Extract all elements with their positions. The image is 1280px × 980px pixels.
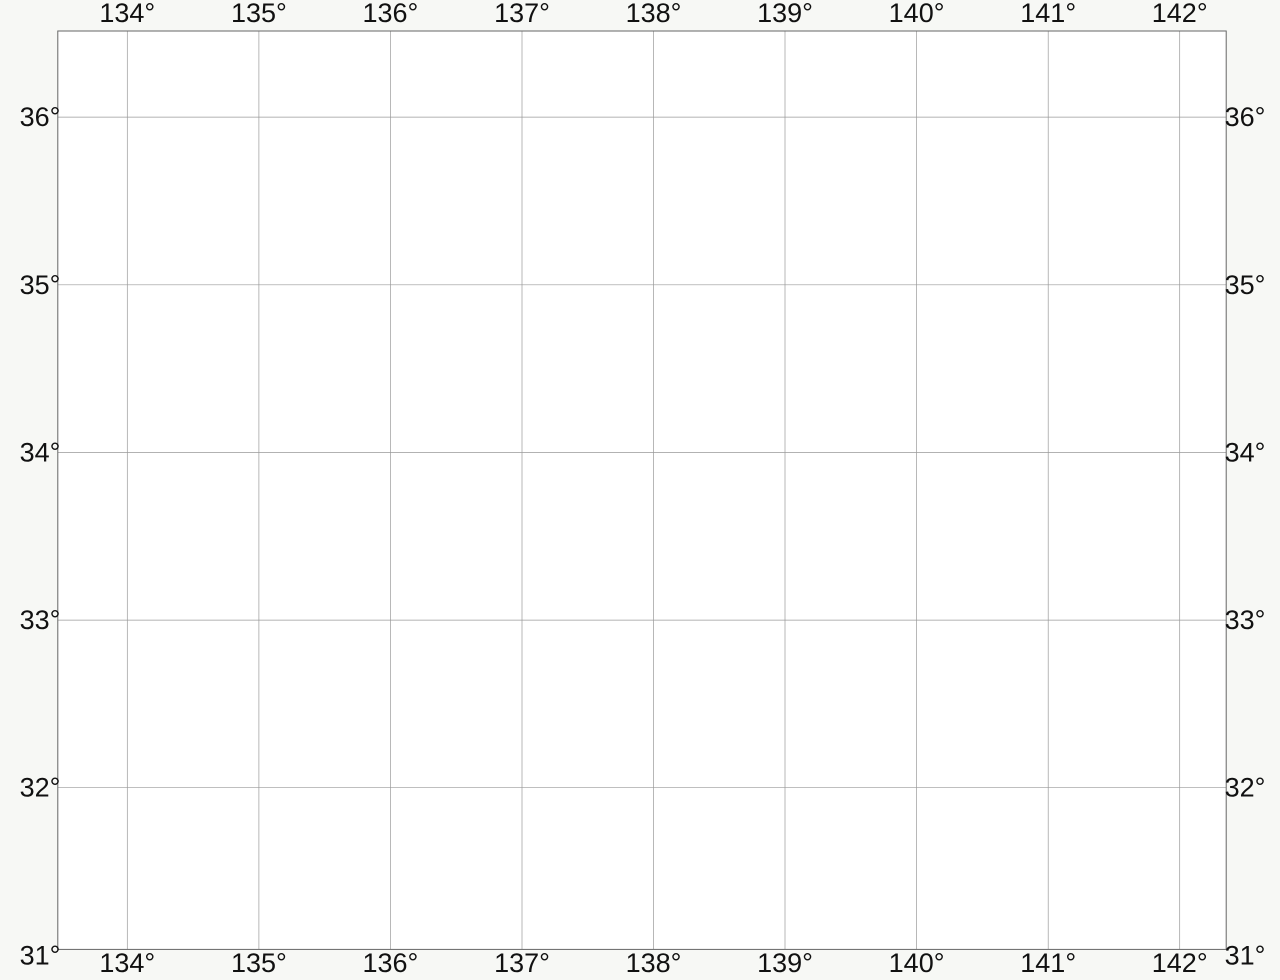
svg-text:36°: 36° [20, 102, 61, 132]
svg-text:142°: 142° [1152, 948, 1208, 978]
svg-text:34°: 34° [20, 437, 61, 467]
svg-text:34°: 34° [1225, 437, 1266, 467]
svg-text:35°: 35° [1225, 270, 1266, 300]
svg-text:141°: 141° [1020, 0, 1076, 28]
svg-text:138°: 138° [626, 0, 682, 28]
svg-text:32°: 32° [20, 773, 61, 803]
svg-text:134°: 134° [99, 0, 155, 28]
svg-text:35°: 35° [20, 270, 61, 300]
svg-text:136°: 136° [362, 948, 418, 978]
svg-text:139°: 139° [757, 0, 813, 28]
svg-text:142°: 142° [1152, 0, 1208, 28]
svg-text:138°: 138° [626, 948, 682, 978]
svg-text:36°: 36° [1225, 102, 1266, 132]
svg-text:32°: 32° [1225, 773, 1266, 803]
svg-text:134°: 134° [99, 948, 155, 978]
svg-text:136°: 136° [362, 0, 418, 28]
svg-text:140°: 140° [889, 0, 945, 28]
svg-text:140°: 140° [889, 948, 945, 978]
svg-text:137°: 137° [494, 948, 550, 978]
svg-text:31°: 31° [1225, 940, 1266, 970]
svg-text:141°: 141° [1020, 948, 1076, 978]
svg-text:135°: 135° [231, 0, 287, 28]
svg-text:139°: 139° [757, 948, 813, 978]
svg-text:33°: 33° [20, 605, 61, 635]
svg-text:33°: 33° [1225, 605, 1266, 635]
svg-text:31°: 31° [20, 940, 61, 970]
svg-text:137°: 137° [494, 0, 550, 28]
svg-text:135°: 135° [231, 948, 287, 978]
